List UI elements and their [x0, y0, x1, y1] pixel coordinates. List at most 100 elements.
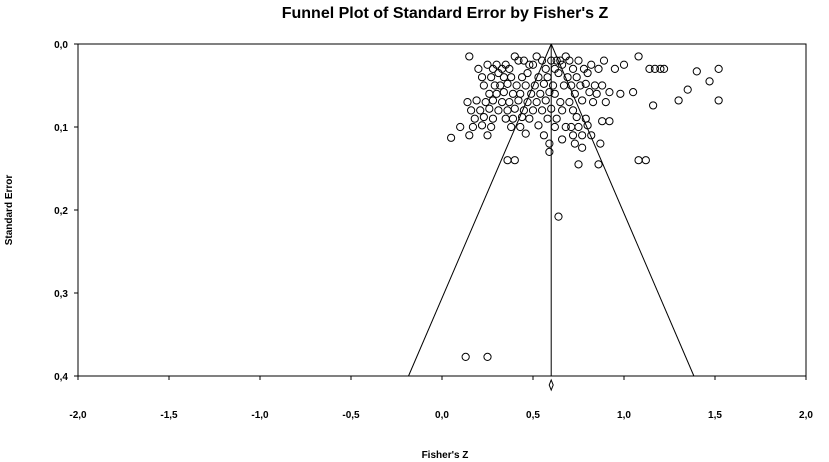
- data-point: [552, 114, 561, 123]
- data-point: [497, 98, 507, 107]
- data-point: [514, 96, 523, 105]
- data-point: [599, 56, 609, 65]
- data-point: [558, 106, 567, 115]
- data-point: [530, 81, 539, 90]
- data-point: [523, 98, 532, 107]
- data-point: [568, 131, 578, 140]
- data-point: [650, 64, 660, 74]
- data-point: [465, 52, 474, 61]
- y-tick-label: 0,0: [54, 40, 68, 51]
- data-point: [683, 85, 692, 94]
- data-point: [479, 81, 488, 90]
- data-point: [477, 121, 487, 130]
- chart-title: Funnel Plot of Standard Error by Fisher'…: [282, 5, 609, 22]
- data-point: [578, 96, 587, 105]
- data-point: [590, 81, 599, 90]
- data-point: [572, 112, 581, 122]
- data-point: [468, 122, 478, 132]
- data-point: [556, 56, 565, 65]
- data-point: [508, 114, 518, 123]
- data-point: [583, 68, 592, 78]
- data-point: [503, 156, 512, 165]
- data-point: [539, 79, 549, 88]
- data-point: [508, 89, 518, 98]
- data-point: [659, 64, 669, 74]
- pooled-estimate-diamond: [548, 378, 554, 392]
- x-tick-label: 1,0: [617, 410, 631, 421]
- y-tick-label: 0,2: [54, 206, 68, 217]
- data-point: [641, 156, 650, 165]
- data-point: [538, 106, 547, 115]
- data-point: [534, 73, 543, 82]
- data-point: [572, 73, 581, 82]
- data-point: [483, 352, 492, 362]
- data-point: [554, 212, 563, 221]
- data-point: [592, 89, 601, 98]
- data-point: [476, 106, 485, 115]
- data-point: [656, 64, 665, 74]
- data-point: [485, 104, 494, 113]
- funnel-right-line: [550, 43, 695, 377]
- data-point: [550, 89, 559, 98]
- data-point: [499, 73, 508, 82]
- data-point: [568, 64, 578, 74]
- data-point: [501, 114, 510, 123]
- data-point: [519, 56, 529, 65]
- data-point: [528, 60, 538, 69]
- data-point: [714, 64, 723, 74]
- data-point: [467, 106, 476, 115]
- data-point: [470, 114, 479, 123]
- data-point: [578, 131, 587, 140]
- data-point: [543, 73, 552, 82]
- data-point: [574, 122, 583, 132]
- x-axis-label: Fisher's Z: [422, 450, 469, 461]
- data-point: [558, 135, 567, 144]
- data-point: [567, 122, 576, 132]
- funnel-left-line: [408, 43, 552, 377]
- data-point: [570, 139, 579, 148]
- data-point: [499, 88, 508, 97]
- data-point: [692, 67, 701, 76]
- data-point: [587, 131, 596, 140]
- data-point: [477, 73, 487, 82]
- data-point: [517, 73, 527, 82]
- x-tick-label: 1,5: [708, 410, 722, 421]
- data-point: [516, 122, 525, 132]
- data-point: [576, 81, 585, 90]
- data-point: [525, 114, 534, 123]
- data-point: [543, 114, 552, 123]
- x-tick-label: -1,0: [251, 410, 269, 421]
- data-point: [558, 60, 567, 69]
- data-point: [541, 64, 550, 74]
- data-point: [545, 147, 554, 156]
- data-point: [596, 139, 605, 148]
- data-point: [536, 89, 545, 98]
- data-point: [585, 88, 594, 97]
- data-point: [548, 81, 558, 90]
- data-point: [570, 89, 579, 98]
- data-point: [463, 98, 472, 107]
- data-point: [714, 96, 723, 105]
- x-tick-label: -2,0: [69, 410, 87, 421]
- data-point: [528, 106, 538, 115]
- data-point: [587, 60, 596, 69]
- data-point: [447, 133, 456, 142]
- data-point: [516, 89, 525, 98]
- data-point: [578, 143, 587, 152]
- data-point: [532, 52, 541, 61]
- plot-frame: [77, 43, 807, 377]
- data-point: [545, 139, 554, 148]
- x-tick-label: -1,5: [160, 410, 178, 421]
- data-point: [581, 79, 590, 88]
- data-point: [485, 89, 494, 98]
- data-point: [483, 60, 492, 69]
- data-point: [496, 81, 505, 90]
- data-point: [474, 64, 483, 74]
- data-point: [634, 52, 643, 61]
- data-point: [552, 56, 561, 65]
- data-point: [601, 98, 610, 107]
- data-point: [532, 98, 541, 107]
- data-point: [514, 56, 523, 65]
- data-point: [563, 73, 572, 82]
